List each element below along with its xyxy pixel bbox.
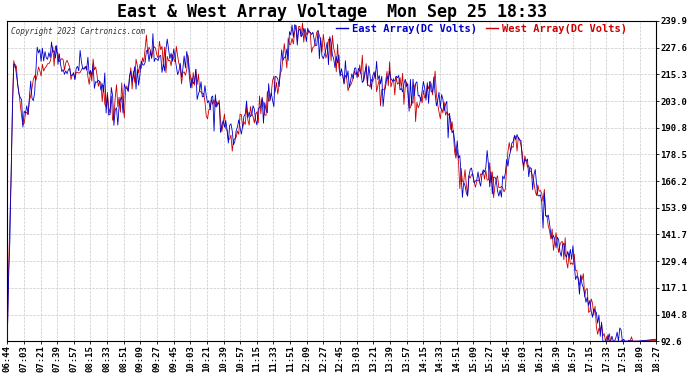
Title: East & West Array Voltage  Mon Sep 25 18:33: East & West Array Voltage Mon Sep 25 18:… [117,3,546,21]
Text: Copyright 2023 Cartronics.com: Copyright 2023 Cartronics.com [10,27,145,36]
Legend: East Array(DC Volts), West Array(DC Volts): East Array(DC Volts), West Array(DC Volt… [331,20,631,38]
